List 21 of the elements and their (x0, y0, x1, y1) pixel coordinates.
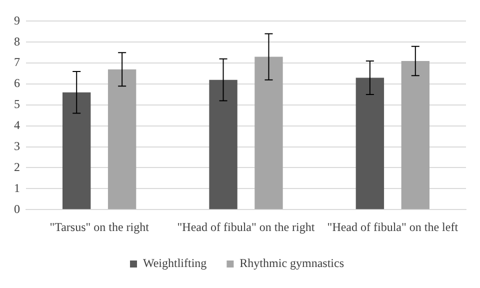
bar (401, 60, 430, 210)
bar (108, 69, 136, 210)
y-tick-label: 9 (14, 13, 20, 28)
x-tick-label: "Head of fibula" on the right (177, 220, 316, 234)
y-tick-label: 6 (14, 76, 20, 90)
y-tick-label: 7 (14, 55, 20, 70)
bar (209, 80, 238, 210)
bar (254, 56, 283, 210)
x-tick-label: "Tarsus" on the right (50, 220, 150, 234)
bar (62, 92, 91, 210)
bar (356, 78, 384, 210)
y-tick-label: 5 (14, 97, 20, 112)
y-tick-label: 2 (14, 160, 20, 174)
y-tick-label: 4 (14, 118, 20, 132)
legend-label: Weightlifting (142, 256, 207, 270)
y-tick-label: 0 (14, 202, 20, 216)
y-tick-label: 3 (14, 138, 20, 153)
legend-label: Rhythmic gymnastics (240, 256, 344, 270)
y-tick-label: 8 (14, 34, 20, 48)
y-tick-label: 1 (14, 180, 20, 195)
x-tick-label: "Head of fibula" on the left (327, 220, 459, 234)
